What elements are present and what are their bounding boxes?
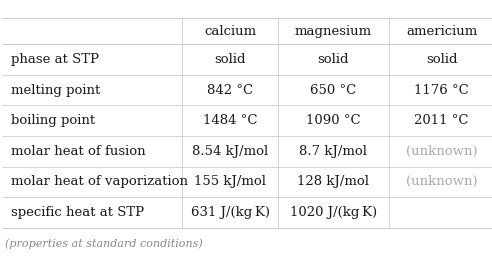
Text: 842 °C: 842 °C [207, 84, 253, 97]
Text: 1484 °C: 1484 °C [203, 114, 257, 127]
Text: solid: solid [214, 53, 246, 66]
Text: calcium: calcium [204, 25, 256, 38]
Text: 1176 °C: 1176 °C [414, 84, 469, 97]
Text: 650 °C: 650 °C [310, 84, 357, 97]
Text: 1090 °C: 1090 °C [306, 114, 361, 127]
Text: phase at STP: phase at STP [11, 53, 99, 66]
Text: 2011 °C: 2011 °C [414, 114, 469, 127]
Text: (properties at standard conditions): (properties at standard conditions) [5, 238, 203, 248]
Text: solid: solid [426, 53, 458, 66]
Text: molar heat of vaporization: molar heat of vaporization [11, 175, 188, 188]
Text: 8.7 kJ/mol: 8.7 kJ/mol [299, 145, 368, 158]
Text: magnesium: magnesium [295, 25, 372, 38]
Text: boiling point: boiling point [11, 114, 95, 127]
Text: 631 J/(kg K): 631 J/(kg K) [190, 206, 270, 219]
Text: specific heat at STP: specific heat at STP [11, 206, 145, 219]
Text: 128 kJ/mol: 128 kJ/mol [297, 175, 369, 188]
Text: americium: americium [406, 25, 477, 38]
Text: (unknown): (unknown) [406, 175, 477, 188]
Text: solid: solid [317, 53, 349, 66]
Text: 1020 J/(kg K): 1020 J/(kg K) [290, 206, 377, 219]
Text: molar heat of fusion: molar heat of fusion [11, 145, 146, 158]
Text: 8.54 kJ/mol: 8.54 kJ/mol [192, 145, 268, 158]
Text: (unknown): (unknown) [406, 145, 477, 158]
Text: 155 kJ/mol: 155 kJ/mol [194, 175, 266, 188]
Text: melting point: melting point [11, 84, 100, 97]
